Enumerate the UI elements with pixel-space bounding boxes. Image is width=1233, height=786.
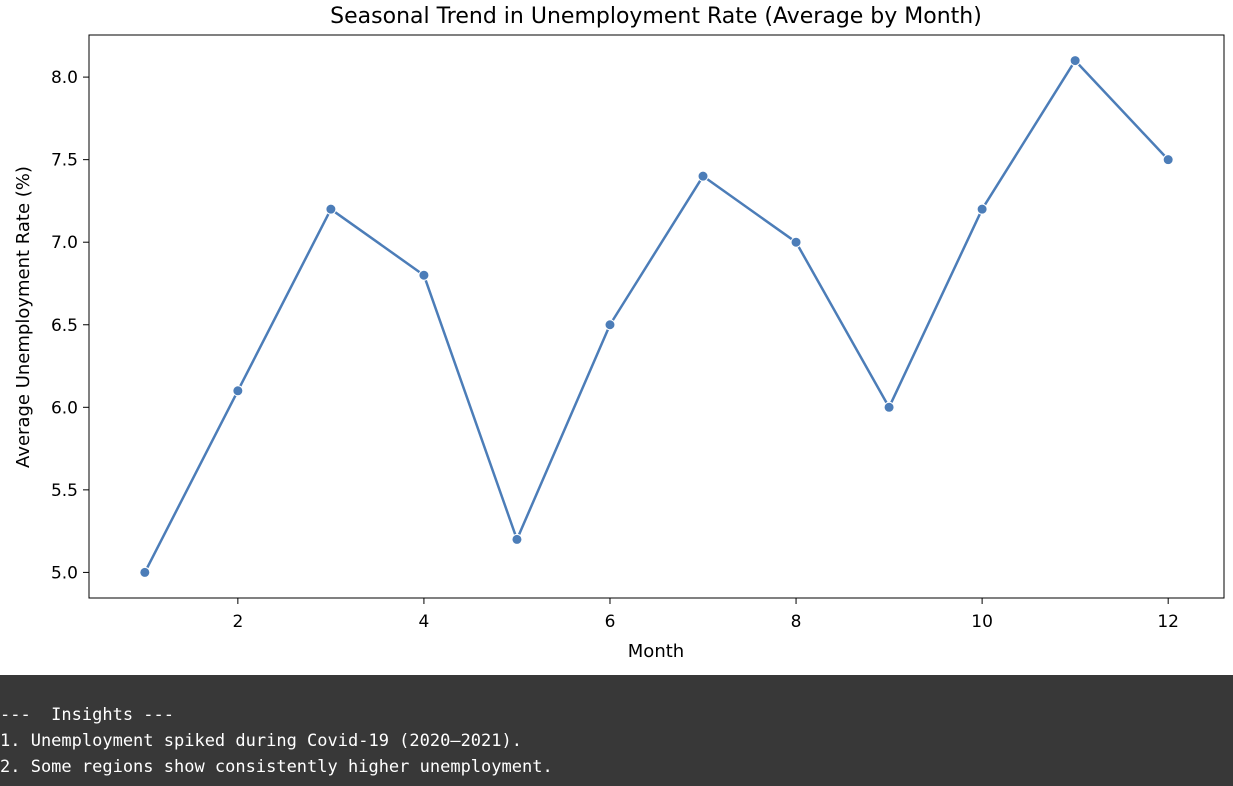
data-point bbox=[1162, 154, 1174, 166]
series-markers bbox=[139, 55, 1174, 578]
y-tick-label: 6.5 bbox=[51, 316, 78, 336]
console-line: --- Insights --- bbox=[0, 705, 174, 725]
x-axis: 2 4 6 8 10 12 bbox=[232, 598, 1179, 632]
line-chart: Seasonal Trend in Unemployment Rate (Ave… bbox=[13, 4, 1225, 662]
y-tick-label: 7.0 bbox=[51, 233, 78, 253]
data-point bbox=[697, 170, 709, 182]
console-line: 1. Unemployment spiked during Covid-19 (… bbox=[0, 731, 522, 751]
plot-frame bbox=[88, 34, 1225, 599]
y-tick-label: 6.0 bbox=[51, 398, 78, 418]
data-point bbox=[511, 533, 523, 545]
x-tick-label: 8 bbox=[791, 612, 802, 632]
y-axis: 5.0 5.5 6.0 6.5 7.0 7.5 8.0 bbox=[51, 68, 89, 583]
data-point bbox=[325, 203, 337, 215]
data-point bbox=[883, 401, 895, 413]
data-point bbox=[790, 236, 802, 248]
data-point bbox=[976, 203, 988, 215]
x-tick-label: 10 bbox=[971, 612, 993, 632]
data-point bbox=[604, 319, 616, 331]
x-axis-label: Month bbox=[628, 641, 684, 662]
x-tick-label: 2 bbox=[232, 612, 243, 632]
y-axis-label: Average Unemployment Rate (%) bbox=[13, 166, 34, 468]
series-line bbox=[143, 59, 1170, 573]
chart-area: Seasonal Trend in Unemployment Rate (Ave… bbox=[13, 4, 1225, 662]
x-tick-label: 12 bbox=[1157, 612, 1179, 632]
chart-title: Seasonal Trend in Unemployment Rate (Ave… bbox=[330, 4, 982, 29]
data-point bbox=[418, 269, 430, 281]
output-console: --- Insights --- 1. Unemployment spiked … bbox=[0, 675, 1233, 786]
data-point bbox=[1069, 55, 1081, 67]
x-tick-label: 6 bbox=[605, 612, 616, 632]
y-tick-label: 8.0 bbox=[51, 68, 78, 88]
x-tick-label: 4 bbox=[419, 612, 430, 632]
y-tick-label: 5.0 bbox=[51, 563, 78, 583]
data-point bbox=[139, 566, 151, 578]
y-tick-label: 7.5 bbox=[51, 151, 78, 171]
console-line: 2. Some regions show consistently higher… bbox=[0, 757, 553, 777]
data-point bbox=[232, 385, 244, 397]
y-tick-label: 5.5 bbox=[51, 481, 78, 501]
